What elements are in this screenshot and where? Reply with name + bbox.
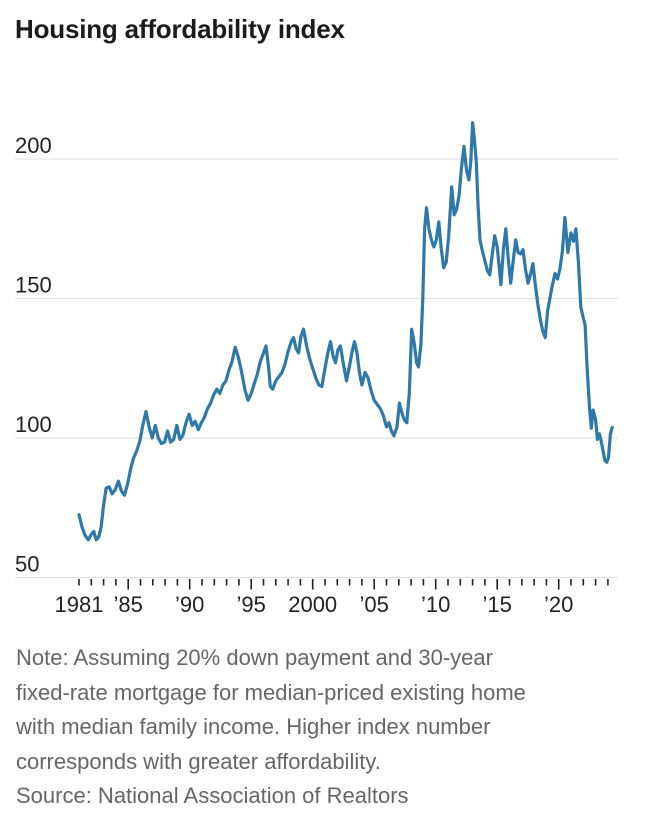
- x-tick-label: ’95: [237, 592, 266, 617]
- x-tick-label: ’10: [421, 592, 450, 617]
- chart-note-line: with median family income. Higher index …: [16, 714, 491, 739]
- y-gridlines: [15, 158, 618, 579]
- y-tick-label: 50: [15, 552, 39, 577]
- chart-note-line: fixed-rate mortgage for median-priced ex…: [16, 679, 526, 705]
- x-tick-label: ’15: [483, 592, 512, 617]
- chart-notes-block: Note: Assuming 20% down payment and 30-y…: [16, 641, 646, 814]
- affordability-index-line: [77, 121, 614, 542]
- x-tick-label: ’05: [360, 592, 389, 617]
- x-tick-label: ’85: [114, 592, 143, 617]
- x-tick-label: ’90: [175, 592, 204, 617]
- y-tick-label: 100: [15, 412, 52, 437]
- y-tick-label: 200: [15, 133, 52, 158]
- chart-source: Source: National Association of Realtors: [16, 783, 409, 808]
- chart-note-line: corresponds with greater affordability.: [16, 748, 381, 774]
- chart-title: Housing affordability index: [15, 14, 345, 44]
- x-tick-label: 1981: [55, 592, 104, 617]
- x-tick-label: ’20: [544, 592, 573, 617]
- x-tick-label: 2000: [288, 592, 337, 617]
- x-axis-ticks: [78, 579, 609, 590]
- chart-note-line: Note: Assuming 20% down payment and 30-y…: [16, 645, 493, 670]
- y-axis-labels: 50 100 150 200: [15, 133, 52, 577]
- x-axis-labels: 1981 ’85 ’90 ’95 2000 ’05 ’10 ’15 ’20: [55, 592, 574, 617]
- line-chart: 50 100 150 200 1981 ’85 ’90 ’95 2000 ’05 ’10 ’15 ’20: [15, 121, 618, 617]
- y-tick-label: 150: [15, 273, 52, 298]
